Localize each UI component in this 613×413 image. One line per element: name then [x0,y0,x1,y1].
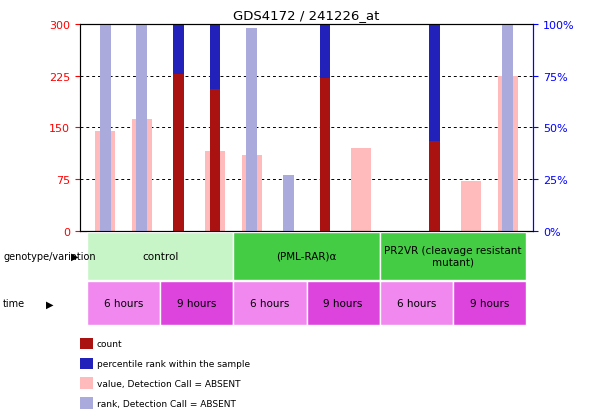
Bar [87,232,234,280]
Bar [429,64,440,231]
Bar [205,152,225,231]
Bar [319,78,330,231]
Text: ▶: ▶ [46,299,53,309]
Text: 6 hours: 6 hours [397,299,436,309]
Bar [306,282,379,325]
Bar [498,76,518,231]
Bar [160,282,234,325]
Text: ▶: ▶ [70,251,78,261]
Bar [242,156,262,231]
Bar [283,176,294,231]
Text: PR2VR (cleavage resistant
mutant): PR2VR (cleavage resistant mutant) [384,245,522,267]
Bar [210,90,220,231]
Bar [132,120,152,231]
Bar [87,282,160,325]
Text: (PML-RAR)α: (PML-RAR)α [276,251,337,261]
Text: 6 hours: 6 hours [104,299,143,309]
Text: rank, Detection Call = ABSENT: rank, Detection Call = ABSENT [97,399,236,408]
Bar [430,25,440,142]
Bar [246,29,257,231]
Bar [502,8,513,231]
Bar [100,25,111,231]
Text: time: time [3,299,25,309]
Bar [430,142,440,231]
Text: count: count [97,339,123,348]
Title: GDS4172 / 241226_at: GDS4172 / 241226_at [234,9,379,22]
Bar [136,0,147,231]
Text: control: control [142,251,178,261]
Bar [453,282,526,325]
Bar [319,0,330,78]
Bar [351,149,371,231]
Text: genotype/variation: genotype/variation [3,251,96,261]
Text: 9 hours: 9 hours [470,299,509,309]
Text: value, Detection Call = ABSENT: value, Detection Call = ABSENT [97,379,240,388]
Text: percentile rank within the sample: percentile rank within the sample [97,359,250,368]
Bar [210,0,220,90]
Bar [379,232,526,280]
Bar [173,74,183,231]
Bar [461,182,481,231]
Text: 9 hours: 9 hours [177,299,216,309]
Text: 9 hours: 9 hours [324,299,363,309]
Bar [234,282,306,325]
Bar [379,282,453,325]
Text: 6 hours: 6 hours [250,299,289,309]
Bar [95,131,115,231]
Bar [173,0,183,74]
Bar [234,232,379,280]
Bar [430,125,440,142]
